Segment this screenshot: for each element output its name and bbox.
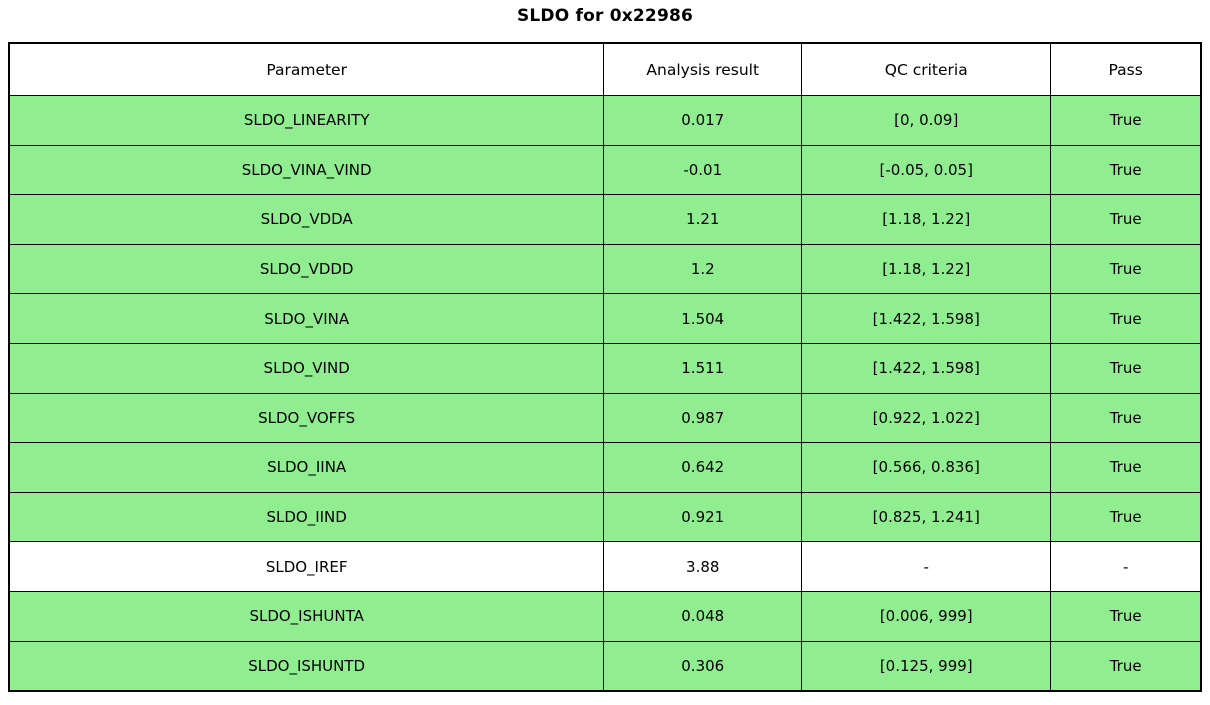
page-title: SLDO for 0x22986 [516,6,694,26]
param-cell: SLDO_VINA [8,293,605,344]
param-cell: SLDO_IIND [8,491,605,543]
pass-cell: True [1050,442,1202,493]
pass-cell: True [1050,144,1202,196]
param-cell: SLDO_VDDA [8,194,605,245]
criteria-cell: [0.006, 999] [801,590,1052,642]
param-cell: SLDO_LINEARITY [8,95,605,146]
table-row: SLDO_ISHUNTD 0.306 [0.125, 999] True [8,640,1202,692]
result-cell: 0.048 [603,590,803,642]
pass-cell: True [1050,590,1202,642]
pass-cell: True [1050,491,1202,543]
column-header-qc-criteria: QC criteria [801,42,1052,96]
table-row: SLDO_VINA 1.504 [1.422, 1.598] True [8,293,1202,344]
param-cell: SLDO_VOFFS [8,392,605,444]
table-row: SLDO_VIND 1.511 [1.422, 1.598] True [8,342,1202,394]
result-cell: -0.01 [603,144,803,196]
pass-cell: True [1050,392,1202,444]
qc-results-table: Parameter Analysis result QC criteria Pa… [8,42,1202,693]
pass-cell: True [1050,95,1202,146]
result-cell: 1.21 [603,194,803,245]
pass-cell: - [1050,541,1202,592]
criteria-cell: [1.18, 1.22] [801,194,1052,245]
param-cell: SLDO_VINA_VIND [8,144,605,196]
pass-cell: True [1050,293,1202,344]
result-cell: 1.2 [603,243,803,295]
criteria-cell: [1.18, 1.22] [801,243,1052,295]
criteria-cell: [0, 0.09] [801,95,1052,146]
criteria-cell: [0.922, 1.022] [801,392,1052,444]
result-cell: 0.017 [603,95,803,146]
param-cell: SLDO_VDDD [8,243,605,295]
result-cell: 0.642 [603,442,803,493]
param-cell: SLDO_ISHUNTD [8,640,605,692]
pass-cell: True [1050,243,1202,295]
pass-cell: True [1050,342,1202,394]
table-row: SLDO_ISHUNTA 0.048 [0.006, 999] True [8,590,1202,642]
table-row: SLDO_VDDA 1.21 [1.18, 1.22] True [8,194,1202,245]
result-cell: 1.511 [603,342,803,394]
criteria-cell: - [801,541,1052,592]
column-header-parameter: Parameter [8,42,605,96]
result-cell: 3.88 [603,541,803,592]
result-cell: 1.504 [603,293,803,344]
pass-cell: True [1050,194,1202,245]
table-row: SLDO_LINEARITY 0.017 [0, 0.09] True [8,95,1202,146]
column-header-analysis-result: Analysis result [603,42,803,96]
criteria-cell: [-0.05, 0.05] [801,144,1052,196]
table-row: SLDO_IREF 3.88 - - [8,541,1202,592]
param-cell: SLDO_VIND [8,342,605,394]
param-cell: SLDO_IINA [8,442,605,493]
criteria-cell: [1.422, 1.598] [801,293,1052,344]
table-row: SLDO_IINA 0.642 [0.566, 0.836] True [8,442,1202,493]
pass-cell: True [1050,640,1202,692]
table-row: SLDO_IIND 0.921 [0.825, 1.241] True [8,491,1202,543]
param-cell: SLDO_ISHUNTA [8,590,605,642]
criteria-cell: [0.125, 999] [801,640,1052,692]
criteria-cell: [0.566, 0.836] [801,442,1052,493]
table-row: SLDO_VOFFS 0.987 [0.922, 1.022] True [8,392,1202,444]
result-cell: 0.987 [603,392,803,444]
result-cell: 0.921 [603,491,803,543]
table-row: SLDO_VINA_VIND -0.01 [-0.05, 0.05] True [8,144,1202,196]
table-row: SLDO_VDDD 1.2 [1.18, 1.22] True [8,243,1202,295]
criteria-cell: [1.422, 1.598] [801,342,1052,394]
table-header-row: Parameter Analysis result QC criteria Pa… [8,42,1202,96]
criteria-cell: [0.825, 1.241] [801,491,1052,543]
column-header-pass: Pass [1050,42,1202,96]
param-cell: SLDO_IREF [8,541,605,592]
result-cell: 0.306 [603,640,803,692]
